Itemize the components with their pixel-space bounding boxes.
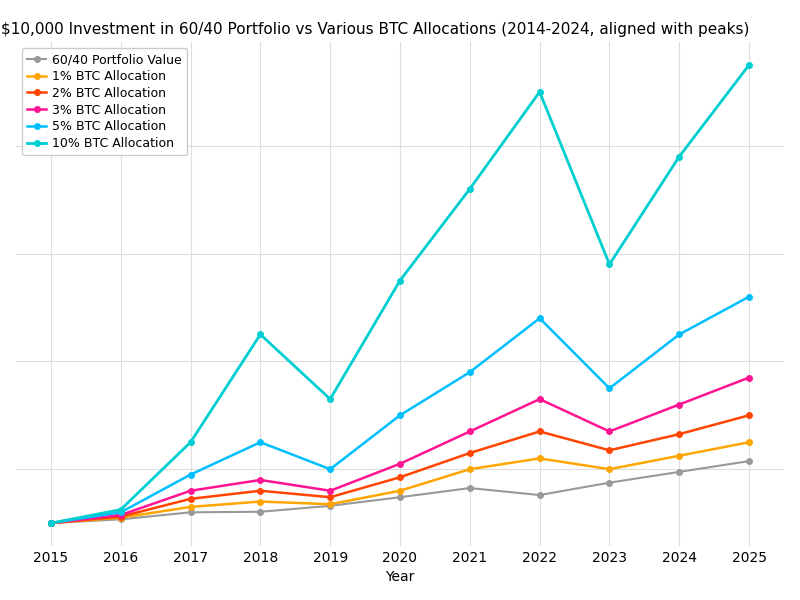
60/40 Portfolio Value bbox=[255, 508, 265, 515]
60/40 Portfolio Value bbox=[186, 509, 195, 516]
60/40 Portfolio Value bbox=[535, 491, 545, 499]
60/40 Portfolio Value bbox=[465, 484, 474, 491]
5% BTC Allocation bbox=[326, 466, 335, 473]
60/40 Portfolio Value bbox=[605, 479, 614, 486]
Line: 10% BTC Allocation: 10% BTC Allocation bbox=[48, 62, 752, 526]
2% BTC Allocation bbox=[326, 494, 335, 501]
1% BTC Allocation bbox=[116, 514, 126, 521]
Line: 3% BTC Allocation: 3% BTC Allocation bbox=[48, 375, 752, 526]
2% BTC Allocation bbox=[395, 473, 405, 481]
60/40 Portfolio Value bbox=[744, 458, 754, 465]
3% BTC Allocation bbox=[255, 476, 265, 484]
5% BTC Allocation bbox=[46, 520, 56, 527]
3% BTC Allocation bbox=[326, 487, 335, 494]
3% BTC Allocation bbox=[46, 520, 56, 527]
1% BTC Allocation bbox=[46, 520, 56, 527]
5% BTC Allocation bbox=[395, 412, 405, 419]
3% BTC Allocation bbox=[116, 511, 126, 518]
3% BTC Allocation bbox=[674, 401, 684, 408]
3% BTC Allocation bbox=[395, 460, 405, 467]
60/40 Portfolio Value bbox=[116, 516, 126, 523]
60/40 Portfolio Value bbox=[674, 468, 684, 475]
1% BTC Allocation bbox=[395, 487, 405, 494]
10% BTC Allocation bbox=[605, 261, 614, 268]
3% BTC Allocation bbox=[605, 428, 614, 435]
5% BTC Allocation bbox=[674, 331, 684, 338]
1% BTC Allocation bbox=[465, 466, 474, 473]
3% BTC Allocation bbox=[535, 395, 545, 403]
Line: 2% BTC Allocation: 2% BTC Allocation bbox=[48, 413, 752, 526]
2% BTC Allocation bbox=[255, 487, 265, 494]
10% BTC Allocation bbox=[46, 520, 56, 527]
60/40 Portfolio Value bbox=[46, 520, 56, 527]
2% BTC Allocation bbox=[116, 513, 126, 520]
5% BTC Allocation bbox=[465, 368, 474, 376]
10% BTC Allocation bbox=[744, 61, 754, 68]
2% BTC Allocation bbox=[674, 431, 684, 438]
1% BTC Allocation bbox=[744, 439, 754, 446]
3% BTC Allocation bbox=[744, 374, 754, 381]
Legend: 60/40 Portfolio Value, 1% BTC Allocation, 2% BTC Allocation, 3% BTC Allocation, : 60/40 Portfolio Value, 1% BTC Allocation… bbox=[22, 48, 187, 155]
X-axis label: Year: Year bbox=[386, 571, 414, 584]
Line: 60/40 Portfolio Value: 60/40 Portfolio Value bbox=[48, 458, 752, 526]
10% BTC Allocation bbox=[116, 506, 126, 513]
10% BTC Allocation bbox=[395, 277, 405, 284]
2% BTC Allocation bbox=[605, 447, 614, 454]
2% BTC Allocation bbox=[744, 412, 754, 419]
10% BTC Allocation bbox=[186, 439, 195, 446]
10% BTC Allocation bbox=[674, 153, 684, 160]
2% BTC Allocation bbox=[465, 449, 474, 457]
2% BTC Allocation bbox=[535, 428, 545, 435]
Text: $10,000 Investment in 60/40 Portfolio vs Various BTC Allocations (2014-2024, ali: $10,000 Investment in 60/40 Portfolio vs… bbox=[1, 22, 749, 37]
10% BTC Allocation bbox=[255, 331, 265, 338]
5% BTC Allocation bbox=[535, 314, 545, 322]
2% BTC Allocation bbox=[186, 495, 195, 502]
5% BTC Allocation bbox=[255, 439, 265, 446]
2% BTC Allocation bbox=[46, 520, 56, 527]
10% BTC Allocation bbox=[465, 185, 474, 193]
5% BTC Allocation bbox=[186, 471, 195, 478]
3% BTC Allocation bbox=[465, 428, 474, 435]
1% BTC Allocation bbox=[326, 500, 335, 508]
1% BTC Allocation bbox=[186, 503, 195, 511]
1% BTC Allocation bbox=[674, 452, 684, 460]
Line: 5% BTC Allocation: 5% BTC Allocation bbox=[48, 294, 752, 526]
1% BTC Allocation bbox=[255, 498, 265, 505]
60/40 Portfolio Value bbox=[395, 494, 405, 501]
Line: 1% BTC Allocation: 1% BTC Allocation bbox=[48, 439, 752, 526]
5% BTC Allocation bbox=[116, 509, 126, 516]
10% BTC Allocation bbox=[535, 88, 545, 95]
60/40 Portfolio Value bbox=[326, 502, 335, 509]
1% BTC Allocation bbox=[605, 466, 614, 473]
5% BTC Allocation bbox=[605, 385, 614, 392]
1% BTC Allocation bbox=[535, 455, 545, 462]
5% BTC Allocation bbox=[744, 293, 754, 300]
10% BTC Allocation bbox=[326, 395, 335, 403]
3% BTC Allocation bbox=[186, 487, 195, 494]
